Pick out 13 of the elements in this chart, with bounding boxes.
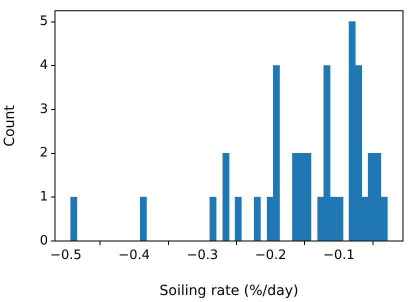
x-tick-label: −0.3 (186, 248, 218, 264)
y-tick-label: 4 (40, 58, 48, 73)
x-tick-label: −0.4 (118, 248, 150, 264)
y-axis-title: Count (2, 104, 18, 147)
x-tick-label: −0.1 (323, 248, 355, 264)
x-tick-label: −0.5 (50, 248, 82, 264)
y-tick-label: 5 (40, 14, 48, 30)
y-tick-label: 3 (40, 102, 48, 117)
y-tick-label: 2 (40, 146, 48, 161)
y-tick-label: 1 (40, 190, 48, 205)
y-tick-label: 0 (40, 233, 48, 248)
x-tick-label: −0.2 (254, 248, 286, 264)
x-axis-title: Soiling rate (%/day) (160, 283, 298, 300)
